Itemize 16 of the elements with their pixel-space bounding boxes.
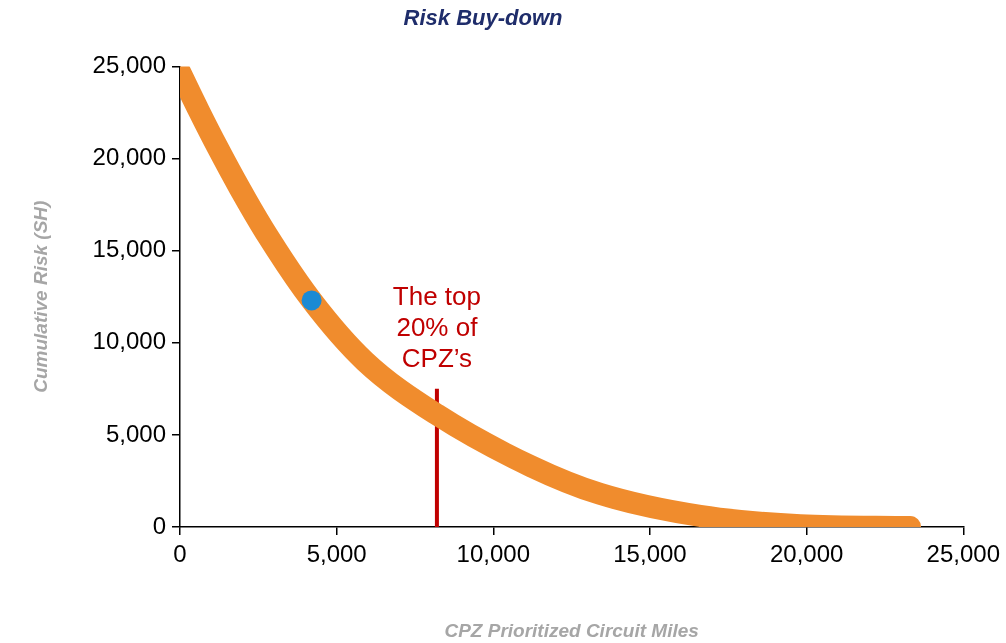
x-tick-label: 15,000 bbox=[613, 540, 687, 568]
x-tick-label: 5,000 bbox=[306, 540, 367, 568]
x-tick-label: 25,000 bbox=[926, 540, 1000, 568]
x-tick-label: 20,000 bbox=[769, 540, 844, 568]
y-tick-label: 5,000 bbox=[105, 419, 166, 447]
y-tick-label: 10,000 bbox=[92, 327, 166, 355]
y-tick-label: 20,000 bbox=[92, 143, 166, 171]
x-tick-label: 0 bbox=[173, 540, 187, 568]
x-axis-title: CPZ Prioritized Circuit Miles bbox=[444, 619, 699, 641]
y-tick-label: 0 bbox=[152, 511, 166, 539]
y-tick-label: 15,000 bbox=[92, 235, 166, 263]
y-axis-title: Cumulative Risk (SH) bbox=[29, 200, 51, 393]
chart-title: Risk Buy-down bbox=[403, 5, 563, 31]
x-tick-label: 10,000 bbox=[456, 540, 531, 568]
annotation: The top 20% of CPZ’s bbox=[392, 280, 482, 373]
y-tick-label: 25,000 bbox=[92, 51, 166, 79]
